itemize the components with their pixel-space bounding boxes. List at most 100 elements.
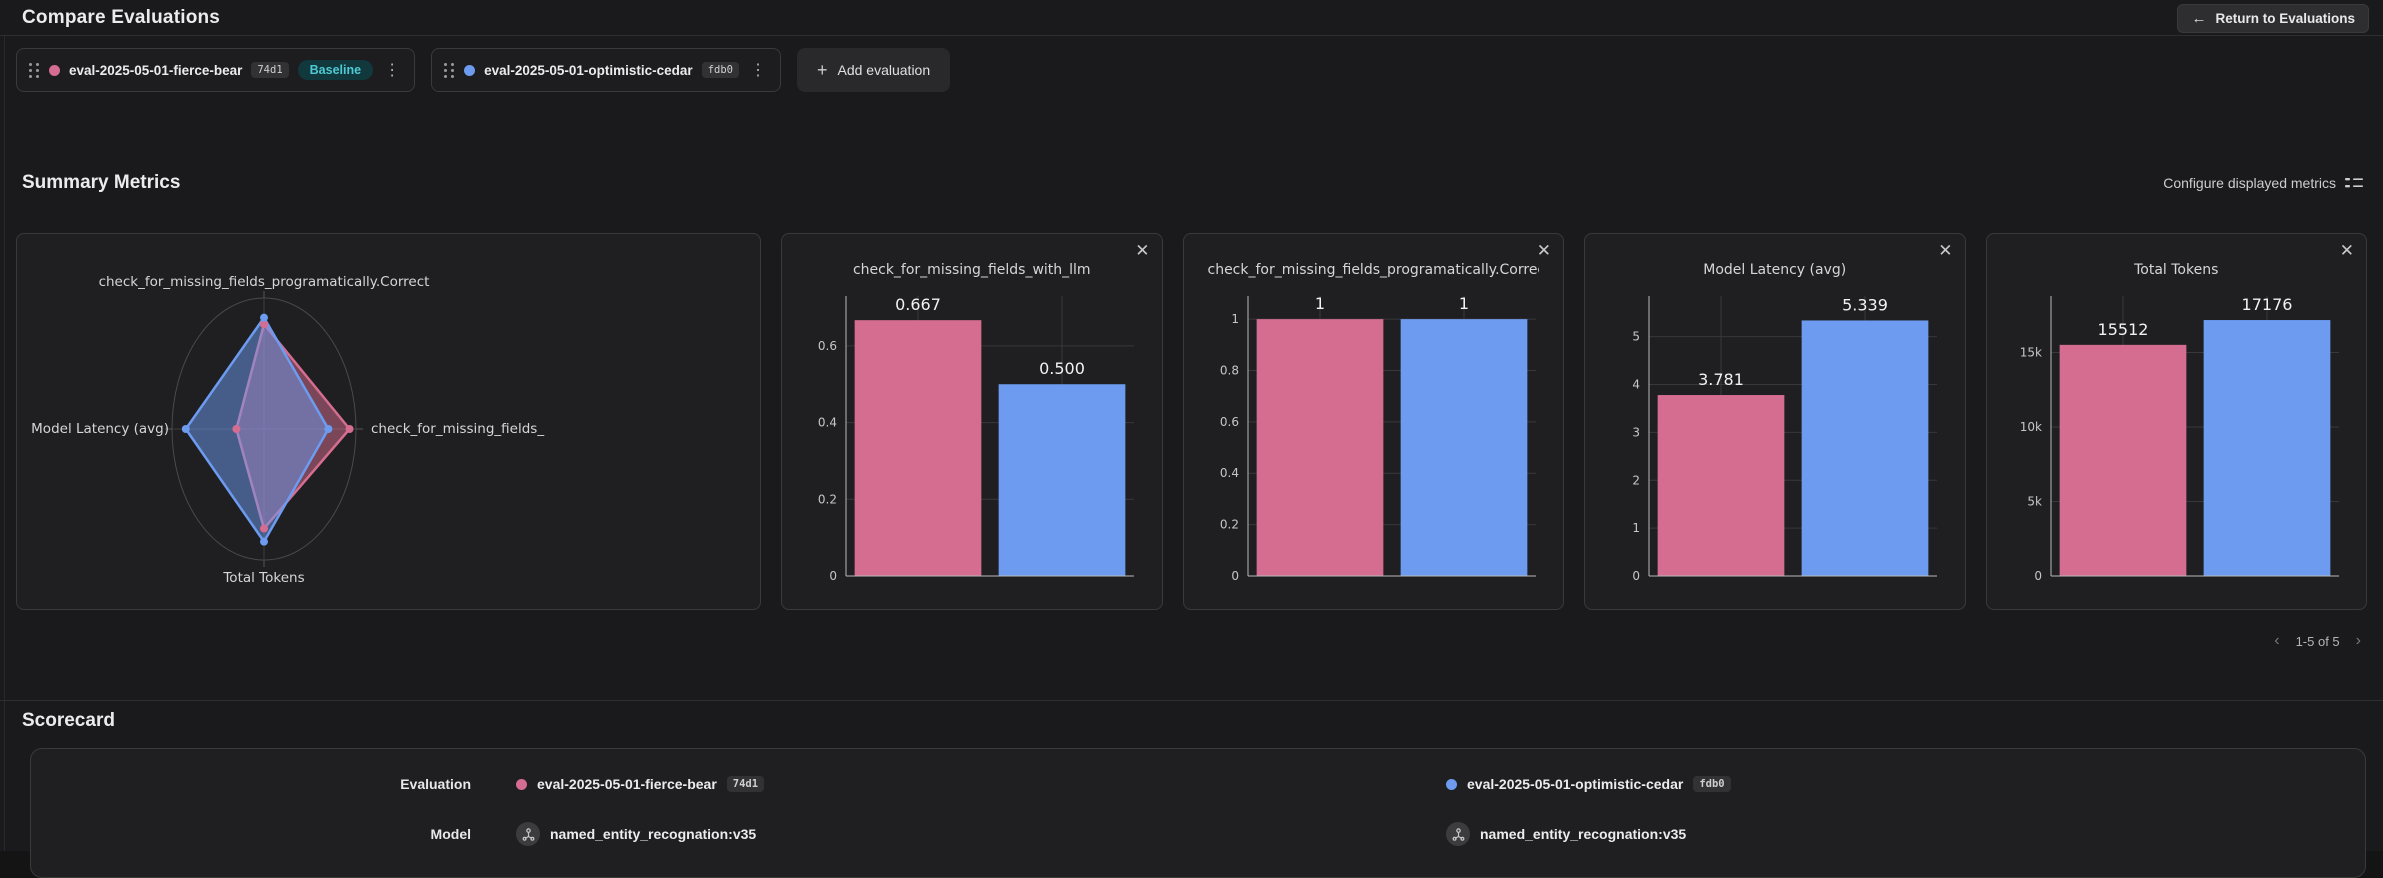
close-icon[interactable]: ✕ [1938,241,1953,260]
metric-cards-row: check_for_missing_fields_programatically… [16,233,2367,610]
svg-text:1: 1 [1314,294,1324,313]
svg-text:0.6: 0.6 [818,339,837,353]
configure-displayed-metrics-button[interactable]: Configure displayed metrics [2163,175,2363,191]
metric-card-title: check_for_missing_fields_with_llm [852,262,1091,278]
plus-icon: + [816,59,828,80]
kebab-menu-icon[interactable]: ⋮ [384,62,401,79]
svg-text:15k: 15k [2019,345,2041,359]
bar-chart[interactable]: 0.667 0.500 0 0.2 0.4 0.6 [782,234,1162,609]
scorecard-title: Scorecard [22,710,115,731]
svg-text:4: 4 [1632,378,1640,392]
close-icon[interactable]: ✕ [1135,241,1150,260]
svg-text:0.4: 0.4 [1219,466,1238,480]
add-evaluation-button[interactable]: + Add evaluation [796,48,951,92]
svg-text:1: 1 [1231,312,1239,326]
close-icon[interactable]: ✕ [2339,241,2354,260]
pagination-range-label: 1-5 of 5 [2295,633,2340,649]
page-header: Compare Evaluations ← Return to Evaluati… [0,0,2383,36]
metric-card-model-latency: ✕ Model Latency (avg) 3.781 5.339 0 1 2 3 4 5 [1584,233,1966,610]
radar-axis-label-bottom: Total Tokens [223,570,305,586]
svg-text:0: 0 [1231,569,1239,583]
svg-text:3.781: 3.781 [1698,370,1744,389]
svg-text:10k: 10k [2019,420,2041,434]
chevron-right-icon[interactable]: › [2355,632,2361,649]
evaluation-chips-row: eval-2025-05-01-fierce-bear 74d1 Baselin… [16,48,951,92]
radar-axis-label-top: check_for_missing_fields_programatically… [98,274,430,290]
svg-text:2: 2 [1632,473,1640,487]
svg-text:0.4: 0.4 [818,416,837,430]
drag-handle-icon[interactable] [444,62,455,78]
svg-text:1: 1 [1632,521,1640,535]
scorecard-table: Evaluation eval-2025-05-01-fierce-bear 7… [30,748,2366,878]
kebab-menu-icon[interactable]: ⋮ [749,62,766,79]
svg-text:0.6: 0.6 [1219,415,1238,429]
configure-metrics-icon [2345,178,2363,188]
evaluation-name: eval-2025-05-01-optimistic-cedar [1467,776,1684,792]
metric-card-title: check_for_missing_fields_programatically… [1207,262,1540,278]
svg-text:0: 0 [1632,569,1640,583]
return-button-label: Return to Evaluations [2215,11,2355,26]
svg-text:3: 3 [1632,425,1640,439]
svg-text:0.2: 0.2 [818,492,837,506]
svg-text:0: 0 [829,569,837,583]
evaluation-chip-compare[interactable]: eval-2025-05-01-optimistic-cedar fdb0 ⋮ [431,48,781,92]
scorecard-row-label: Model [430,826,471,842]
bar-chart[interactable]: 15512 17176 0 5k 10k 15k [1987,234,2367,609]
scorecard-model-cell[interactable]: named_entity_recognation:v35 [471,822,1401,846]
evaluation-hash-badge: 74d1 [726,776,765,792]
scorecard-evaluation-cell[interactable]: eval-2025-05-01-optimistic-cedar fdb0 [1401,776,2365,792]
evaluation-hash-badge: fdb0 [1693,776,1731,792]
evaluation-hash-badge: fdb0 [701,62,739,78]
baseline-badge: Baseline [297,60,374,80]
evaluation-hash-badge: 74d1 [251,62,289,78]
radar-chart[interactable] [17,234,760,609]
bar-chart[interactable]: 3.781 5.339 0 1 2 3 4 5 [1585,234,1965,609]
metric-card-title: Model Latency (avg) [1703,262,1847,278]
evaluation-color-dot [1446,778,1457,790]
chevron-left-icon[interactable]: ‹ [2274,632,2280,649]
drag-handle-icon[interactable] [29,62,40,78]
model-icon [516,822,540,846]
metric-card-with-llm: ✕ check_for_missing_fields_with_llm 0.66… [781,233,1163,610]
summary-metrics-header: Summary Metrics Configure displayed metr… [22,172,2363,194]
scorecard-row-label: Evaluation [400,776,471,792]
svg-text:5k: 5k [2027,494,2042,508]
summary-metrics-title: Summary Metrics [22,172,181,193]
svg-text:15512: 15512 [2097,320,2148,339]
svg-text:0.500: 0.500 [1039,359,1085,378]
svg-text:17176: 17176 [2241,295,2292,314]
metric-card-title: Total Tokens [2134,262,2219,278]
evaluation-color-dot [49,64,60,76]
bar-chart[interactable]: 1 1 0 0.2 0.4 0.6 0.8 1 [1184,234,1564,609]
return-to-evaluations-button[interactable]: ← Return to Evaluations [2177,4,2369,33]
section-divider [0,700,2383,701]
scorecard-model-cell[interactable]: named_entity_recognation:v35 [1401,822,2365,846]
add-evaluation-label: Add evaluation [837,62,931,78]
radar-metric-card: check_for_missing_fields_programatically… [16,233,761,610]
back-arrow-icon: ← [2191,10,2207,27]
configure-metrics-label: Configure displayed metrics [2163,175,2336,191]
evaluation-name: eval-2025-05-01-optimistic-cedar [484,62,693,78]
svg-text:0.8: 0.8 [1219,363,1238,377]
scorecard-row-evaluation: Evaluation eval-2025-05-01-fierce-bear 7… [31,759,2365,809]
page-title: Compare Evaluations [22,6,221,28]
svg-text:0.2: 0.2 [1219,518,1238,532]
metrics-pagination: ‹ 1-5 of 5 › [2274,632,2361,650]
radar-axis-label-right: check_for_missing_fields_ [371,421,545,437]
model-name: named_entity_recognation:v35 [1480,826,1687,842]
evaluation-color-dot [516,778,527,790]
scorecard-row-model: Model named_entity_recognation:v35 named… [31,809,2365,859]
panel-edge-divider [4,36,5,851]
svg-text:5.339: 5.339 [1842,295,1888,314]
svg-text:0: 0 [2034,569,2042,583]
radar-axis-label-left: Model Latency (avg) [31,421,169,437]
close-icon[interactable]: ✕ [1536,241,1551,260]
svg-text:1: 1 [1458,294,1468,313]
evaluation-color-dot [464,64,476,76]
evaluation-name: eval-2025-05-01-fierce-bear [69,62,243,78]
evaluation-name: eval-2025-05-01-fierce-bear [537,776,717,792]
scorecard-evaluation-cell[interactable]: eval-2025-05-01-fierce-bear 74d1 [471,776,1401,792]
svg-text:0.667: 0.667 [895,295,941,314]
evaluation-chip-baseline[interactable]: eval-2025-05-01-fierce-bear 74d1 Baselin… [16,48,416,92]
